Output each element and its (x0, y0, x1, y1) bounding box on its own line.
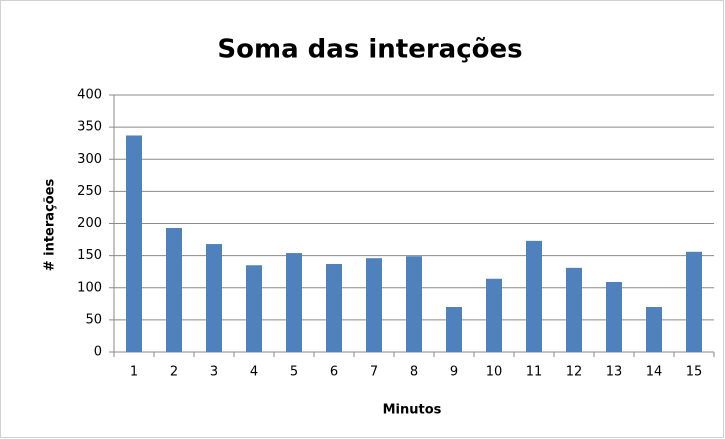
y-tick-label: 50 (85, 312, 102, 327)
x-tick-label: 1 (130, 365, 138, 380)
bar (206, 244, 222, 352)
bar (406, 256, 422, 352)
bar (606, 281, 622, 352)
x-tick-label: 14 (646, 365, 663, 380)
bar (686, 251, 702, 352)
x-tick-label: 5 (290, 365, 298, 380)
bar (326, 263, 342, 352)
x-tick-label: 6 (330, 365, 338, 380)
x-tick-label: 11 (526, 365, 543, 380)
x-tick-label: 3 (210, 365, 218, 380)
bar (566, 267, 582, 352)
bar (166, 227, 182, 352)
bar (446, 307, 462, 352)
x-axis-label: Minutos (383, 403, 442, 418)
x-tick-label: 8 (410, 365, 418, 380)
y-tick-label: 100 (77, 280, 102, 295)
chart-title: Soma das interações (217, 35, 522, 65)
y-tick-label: 400 (77, 88, 102, 103)
y-tick-label: 300 (77, 152, 102, 167)
y-tick-label: 200 (77, 216, 102, 231)
x-tick-label: 4 (250, 365, 258, 380)
y-axis-label: # interações (43, 178, 58, 271)
x-tick-label: 13 (606, 365, 623, 380)
x-tick-label: 7 (370, 365, 378, 380)
x-tick-label: 15 (686, 365, 703, 380)
bar (286, 253, 302, 352)
bar (486, 278, 502, 352)
y-tick-label: 150 (77, 248, 102, 263)
bar (126, 135, 142, 352)
bar (246, 265, 262, 352)
bar (646, 307, 662, 352)
x-tick-label: 12 (566, 365, 583, 380)
x-tick-label: 9 (450, 365, 458, 380)
bar (526, 240, 542, 352)
x-tick-label: 10 (486, 365, 503, 380)
x-tick-label: 2 (170, 365, 178, 380)
bar (366, 258, 382, 352)
y-tick-label: 250 (77, 184, 102, 199)
y-tick-label: 0 (94, 345, 102, 360)
y-tick-label: 350 (77, 120, 102, 135)
